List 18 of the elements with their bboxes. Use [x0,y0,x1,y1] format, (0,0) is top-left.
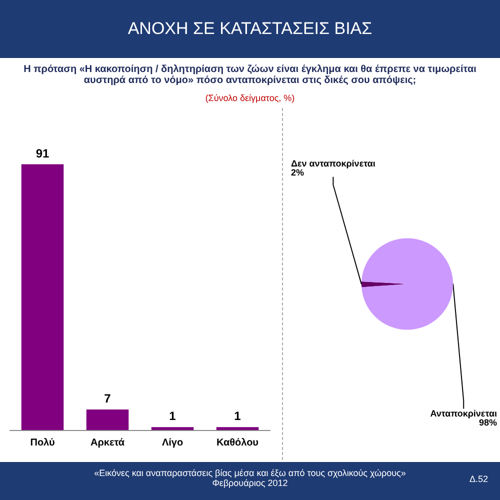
data-label: 1 [169,409,176,424]
x-tick-label: Πολύ [30,438,55,448]
text: «Εικόνες και αναπαραστάσεις βίας μέσα και έξω από τους σχολικούς χώρους» [93,468,407,478]
slice-label: Δεν ανταποκρίνεται [291,158,376,168]
data-label: 91 [36,146,50,160]
slice-label: Ανταποκρίνεται [430,408,498,418]
data-label: 1 [234,409,242,424]
data-label: 7 [104,392,112,406]
x-tick-label: Καθόλου [216,438,259,448]
text: (Σύνολο δείγματος, %) [204,93,296,103]
chart-subtitle: Η πρόταση «Η κακοποίηση / δηλητηρίαση των ζώων είναι έγκλημα και θα έπρεπε να τιμωρείται αυστηρά από το νόμο» πόσο ανταποκρίνεται στις δικές σου απόψεις; [22,64,478,86]
chart-title: ΑΝΟΧΗ ΣΕ ΚΑΤΑΣΤΑΣΕΙΣ ΒΙΑΣ [0,0,500,58]
data-label: 2% [291,167,304,178]
text: Φεβρουάριος 2012 [211,478,289,488]
x-tick-label: Λίγο [162,438,184,448]
data-label: 98% [478,417,497,428]
text: Δ.52 [469,474,488,484]
x-tick-label: Αρκετά [90,438,126,448]
